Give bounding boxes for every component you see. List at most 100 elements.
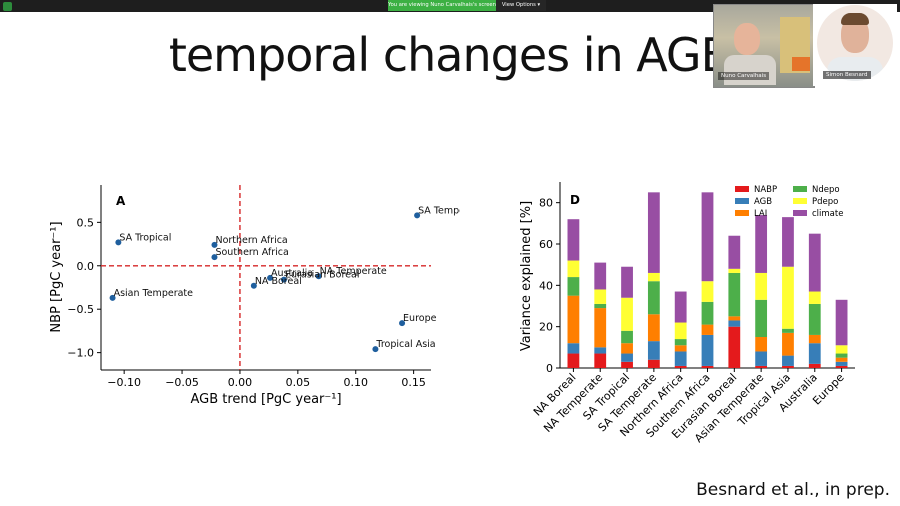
bar-segment-pdepo xyxy=(835,345,848,354)
bar-segment-nabp xyxy=(647,359,660,368)
bar-segment-pdepo xyxy=(567,260,580,278)
participant-name-label: Simon Besnard xyxy=(823,71,871,79)
view-options-button[interactable]: View Options ▾ xyxy=(496,0,546,11)
bar-segment-ndepo xyxy=(755,299,768,337)
scatter-point xyxy=(211,241,218,248)
legend-label: Ndepo xyxy=(812,185,840,195)
y-tick-label: −0.5 xyxy=(67,303,94,316)
scatter-chart-agb-nbp: −0.10 −0.05 0.00 0.05 0.10 0.15 0.5 0.0 −0.5 −1.… xyxy=(49,185,460,407)
bar-segment-nabp xyxy=(567,353,580,368)
bar-segment-ndepo xyxy=(728,272,741,317)
scatter-point xyxy=(315,273,322,280)
panel-label-d: D xyxy=(570,193,580,207)
legend-label: NABP xyxy=(754,185,777,195)
bar-segment-ndepo xyxy=(594,303,607,309)
legend-swatch-climate xyxy=(793,210,807,216)
x-tick-label: 0.05 xyxy=(286,376,311,389)
bar-segment-climate xyxy=(835,299,848,346)
slide-title: temporal changes in AGB xyxy=(168,28,732,82)
bar-segment-lai xyxy=(647,314,660,342)
legend-swatch-nabp xyxy=(735,186,749,192)
bar-segment-climate xyxy=(728,235,741,269)
participant-name-label: Nuno Carvalhais xyxy=(718,72,770,80)
bar-segment-agb xyxy=(808,343,821,364)
y-tick-label: 20 xyxy=(539,321,553,334)
participant-shirt xyxy=(724,55,776,85)
bar-segment-nabp xyxy=(728,326,741,368)
point-label: SA Tropical xyxy=(119,232,171,243)
bar-segment-climate xyxy=(808,233,821,292)
bar-segment-climate xyxy=(647,192,660,273)
scatter-point xyxy=(211,254,218,261)
bar-segment-lai xyxy=(728,316,741,321)
point-label: Asian Temperate xyxy=(114,288,194,299)
legend-label: LAI xyxy=(754,209,767,219)
bar-segment-pdepo xyxy=(594,289,607,304)
legend-label: climate xyxy=(812,209,843,219)
bar-segment-nabp xyxy=(808,363,821,368)
screen-share-banner: You are viewing Nuno Carvalhais's screen xyxy=(388,0,496,11)
y-axis-label: NBP [PgC year⁻¹] xyxy=(49,221,64,332)
scatter-point xyxy=(115,239,122,246)
point-label: Tropical Asia xyxy=(375,339,435,350)
point-label: Southern Africa xyxy=(215,247,288,258)
bar-segment-ndepo xyxy=(808,303,821,335)
scatter-point xyxy=(372,346,379,353)
bar-segment-ndepo xyxy=(567,277,580,296)
legend-label: AGB xyxy=(754,197,772,207)
bar-segment-lai xyxy=(782,332,794,356)
bar-segment-pdepo xyxy=(728,268,741,273)
point-label: SA Temperate xyxy=(418,205,460,216)
bar-segment-climate xyxy=(567,219,580,261)
scatter-point xyxy=(109,294,116,301)
y-tick-label: −1.0 xyxy=(67,347,94,360)
scatter-point xyxy=(399,320,406,327)
y-tick-label: 40 xyxy=(539,279,553,292)
legend-swatch-ndepo xyxy=(793,186,807,192)
bar-segment-lai xyxy=(674,345,687,352)
bar-segment-agb xyxy=(701,334,714,366)
scatter-point xyxy=(267,274,274,281)
x-tick-label: −0.10 xyxy=(107,376,141,389)
bar-segment-pdepo xyxy=(647,272,660,282)
scatter-point xyxy=(414,212,421,219)
x-axis-label: AGB trend [PgC year⁻¹] xyxy=(190,392,341,407)
bar-segment-agb xyxy=(728,320,741,327)
bar-segment-agb xyxy=(674,351,687,366)
app-icon[interactable] xyxy=(3,2,12,11)
participant-face xyxy=(734,23,760,55)
x-tick-label: 0.15 xyxy=(401,376,426,389)
legend-swatch-agb xyxy=(735,198,749,204)
video-tile-nuno[interactable]: Nuno Carvalhais xyxy=(713,4,815,88)
bar-segment-ndepo xyxy=(782,328,794,333)
bar-segment-nabp xyxy=(755,365,768,368)
legend-label: Pdepo xyxy=(812,197,838,207)
bar-segment-lai xyxy=(621,343,633,354)
x-tick-label: 0.10 xyxy=(343,376,368,389)
point-label: Eurasian Boreal xyxy=(285,270,360,281)
bar-segment-climate xyxy=(782,217,794,267)
bar-segment-ndepo xyxy=(835,353,848,358)
x-tick-label: 0.00 xyxy=(228,376,253,389)
point-label: Australia xyxy=(271,268,313,279)
legend-swatch-pdepo xyxy=(793,198,807,204)
scatter-point xyxy=(250,282,257,289)
point-label: NA Temperate xyxy=(320,266,387,277)
y-tick-label: 60 xyxy=(539,238,553,251)
bar-segment-ndepo xyxy=(701,301,714,325)
point-label: Northern Africa xyxy=(215,235,287,246)
bar-segment-lai xyxy=(808,334,821,344)
bar-segment-lai xyxy=(755,337,768,352)
bar-segment-climate xyxy=(701,192,714,282)
bar-segment-climate xyxy=(621,266,633,298)
x-tick-label: −0.05 xyxy=(165,376,199,389)
bar-segment-agb xyxy=(567,343,580,354)
video-tile-simon[interactable]: Simon Besnard xyxy=(813,4,897,86)
bar-segment-ndepo xyxy=(621,330,633,344)
bar-segment-lai xyxy=(594,308,607,348)
y-axis-label: Variance explained [%] xyxy=(519,201,534,351)
bar-segment-pdepo xyxy=(755,272,768,300)
bar-segment-climate xyxy=(594,262,607,290)
